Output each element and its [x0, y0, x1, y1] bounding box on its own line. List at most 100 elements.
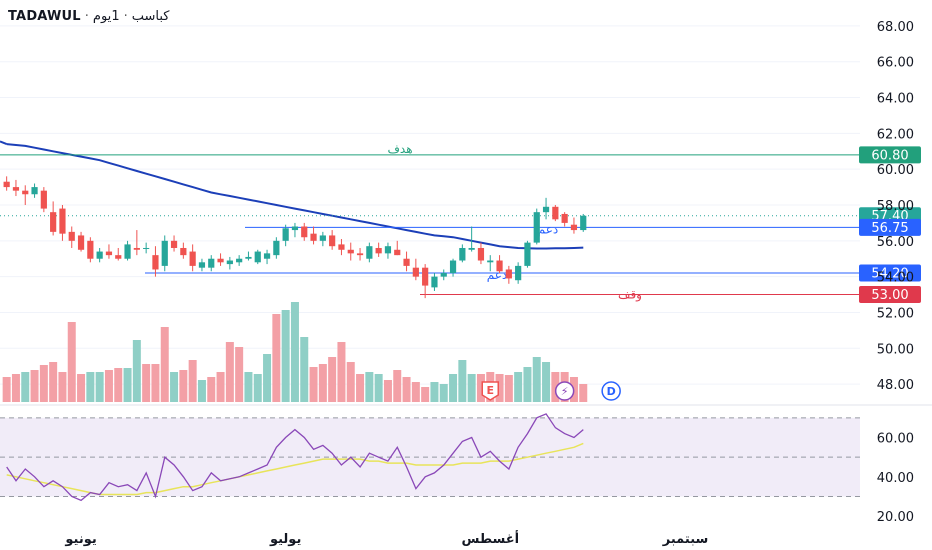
- candle-body: [515, 265, 522, 281]
- volume-bar: [542, 362, 551, 402]
- candle-body: [505, 269, 512, 279]
- volume-bar: [383, 380, 392, 402]
- rsi-tick-label: 40.00: [877, 471, 914, 486]
- candle-body: [12, 187, 20, 191]
- volume-bar: [514, 372, 523, 402]
- volume-bar: [476, 374, 485, 402]
- volume-bar: [39, 365, 48, 402]
- volume-bar: [207, 377, 216, 402]
- candle-body: [3, 181, 10, 188]
- time-tick-label: أغسطس: [461, 530, 519, 547]
- price-tick-label: 54.00: [877, 271, 914, 286]
- volume-bar: [253, 374, 262, 402]
- grid: [0, 25, 860, 385]
- moving-average-line: [0, 140, 8, 146]
- chart-header: TADAWUL · كباسب·1يوم: [8, 9, 169, 24]
- support-price-label: 54.20: [871, 267, 908, 282]
- volume-bar: [328, 357, 337, 402]
- rsi-band: [0, 417, 860, 497]
- stock-name: كباسب: [131, 9, 170, 24]
- volume-bar: [86, 372, 95, 402]
- candle-body: [68, 231, 75, 241]
- resistance-price-tag: [859, 218, 921, 236]
- candle-body: [580, 215, 587, 231]
- candle-body: [96, 251, 103, 259]
- volume-bar: [170, 372, 179, 402]
- candle-body: [273, 240, 280, 256]
- price-tick-label: 68.00: [877, 20, 914, 35]
- candle-body: [77, 235, 85, 250]
- support-annotation: دعم: [487, 268, 508, 282]
- candle-body: [22, 190, 29, 195]
- candle-body: [375, 247, 382, 254]
- candle-body: [161, 240, 168, 266]
- price-tick-label: 66.00: [877, 56, 914, 71]
- candle-body: [31, 187, 38, 195]
- target-annotation: هدف: [387, 142, 412, 156]
- price-tick-label: 58.00: [877, 199, 914, 214]
- resistance-annotation: دعم: [538, 222, 559, 236]
- price-tick-label: 48.00: [877, 378, 914, 393]
- volume-bar: [467, 374, 476, 402]
- candle-body: [319, 235, 326, 241]
- volume-bar: [523, 367, 532, 402]
- volume-bar: [197, 380, 206, 402]
- candle-body: [208, 258, 215, 268]
- price-tick-label: 60.00: [877, 163, 914, 178]
- header-separator: ·: [123, 9, 128, 24]
- price-tick-label: 50.00: [877, 342, 914, 357]
- candle-body: [236, 258, 243, 263]
- volume-bar: [160, 327, 169, 402]
- volume-bar: [123, 368, 132, 402]
- volume-bar: [458, 360, 467, 402]
- candle-body: [198, 262, 206, 268]
- volume-bar: [365, 372, 374, 402]
- moving-average: [0, 140, 584, 250]
- candle-body: [291, 226, 299, 231]
- candle-body: [431, 276, 438, 288]
- volume-bar: [216, 372, 225, 402]
- candle-body: [552, 206, 559, 220]
- volume-bar: [532, 357, 541, 402]
- candle-body: [449, 260, 457, 274]
- rsi-panel: [0, 404, 932, 502]
- candle-body: [347, 249, 354, 254]
- volume-bar: [132, 340, 141, 402]
- candle-body: [301, 226, 308, 238]
- candle-body: [496, 260, 503, 272]
- volume-bar: [188, 360, 197, 402]
- volume-bar: [337, 342, 346, 402]
- resistance-price-label: 56.75: [871, 221, 908, 236]
- volume-bar: [430, 382, 439, 402]
- volume-bar: [290, 302, 299, 402]
- time-tick-label: سبتمبر: [662, 532, 709, 547]
- candle-body: [440, 273, 447, 277]
- volume-bar: [393, 370, 402, 402]
- volume-bar: [67, 322, 76, 402]
- volume-bar: [318, 364, 327, 402]
- volume-bar: [421, 387, 430, 402]
- candles: [3, 176, 587, 299]
- candle-body: [226, 260, 233, 265]
- volume-bar: [49, 362, 58, 402]
- candle-body: [282, 228, 289, 241]
- rsi-tick-label: 60.00: [877, 432, 914, 447]
- volume-bar: [114, 368, 123, 402]
- target-price-label: 60.80: [871, 148, 908, 163]
- price-tick-label: 62.00: [877, 127, 914, 142]
- interval-label: 1يوم: [92, 9, 120, 24]
- candle-body: [412, 267, 419, 277]
- candle-body: [59, 208, 66, 234]
- candle-body: [115, 255, 122, 259]
- candle-body: [468, 247, 475, 250]
- volume-bar: [11, 374, 20, 402]
- volume-bar: [281, 310, 290, 402]
- volume-bar: [142, 364, 151, 402]
- price-tick-label: 52.00: [877, 306, 914, 321]
- volume-bar: [244, 372, 253, 402]
- exchange-symbol: TADAWUL: [8, 9, 81, 24]
- volume-bar: [309, 367, 318, 402]
- dividend-marker-label: D: [607, 385, 616, 398]
- volume-bar: [77, 374, 86, 402]
